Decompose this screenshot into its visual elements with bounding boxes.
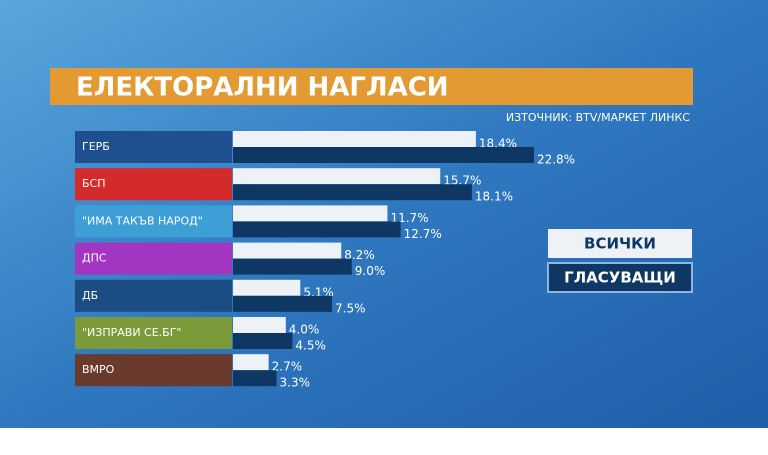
category-box	[75, 242, 232, 275]
value-label: 8.2%	[344, 248, 375, 262]
category-label: ДБ	[82, 289, 98, 302]
bar	[233, 147, 534, 163]
category-box	[75, 354, 232, 387]
value-label: 9.0%	[355, 264, 386, 278]
bar	[233, 354, 269, 371]
category-box	[75, 131, 232, 163]
bar	[233, 131, 476, 147]
value-label: 7.5%	[335, 301, 366, 315]
category-box	[75, 168, 232, 201]
category-box	[75, 205, 232, 238]
legend-label: ГЛАСУВАЩИ	[564, 269, 676, 287]
category-label: ДПС	[82, 252, 107, 265]
bar	[233, 242, 342, 259]
value-label: 4.5%	[295, 339, 326, 353]
bar	[233, 205, 388, 222]
value-label: 4.0%	[289, 323, 320, 337]
chart-title: ЕЛЕКТОРАЛНИ НАГЛАСИ	[76, 73, 449, 103]
category-box	[75, 317, 232, 349]
category-box	[75, 279, 232, 312]
title-bar	[50, 68, 693, 105]
category-label: "ИМА ТАКЪВ НАРОД"	[82, 214, 203, 227]
legend-label: ВСИЧКИ	[584, 235, 656, 253]
value-label: 18.1%	[475, 190, 513, 204]
bar	[233, 221, 401, 238]
value-label: 2.7%	[272, 360, 303, 374]
legend-box	[548, 229, 692, 258]
bar	[233, 258, 352, 275]
value-label: 12.7%	[404, 227, 442, 241]
value-label: 3.3%	[280, 376, 311, 390]
value-label: 22.8%	[537, 153, 575, 167]
bar	[233, 370, 277, 387]
legend-box	[547, 262, 693, 293]
bar	[233, 295, 332, 312]
category-label: "ИЗПРАВИ СЕ.БГ"	[82, 326, 181, 339]
category-label: ГЕРБ	[82, 140, 110, 153]
category-label: БСП	[82, 177, 106, 190]
category-label: ВМРО	[82, 363, 115, 376]
bar	[233, 317, 286, 333]
bar	[233, 184, 472, 201]
bar	[233, 279, 301, 296]
bar	[233, 168, 441, 185]
source: ИЗТОЧНИК: BTV/МАРКЕТ ЛИНКС	[506, 111, 690, 124]
bottom-strip	[0, 428, 768, 455]
bar	[233, 333, 293, 349]
